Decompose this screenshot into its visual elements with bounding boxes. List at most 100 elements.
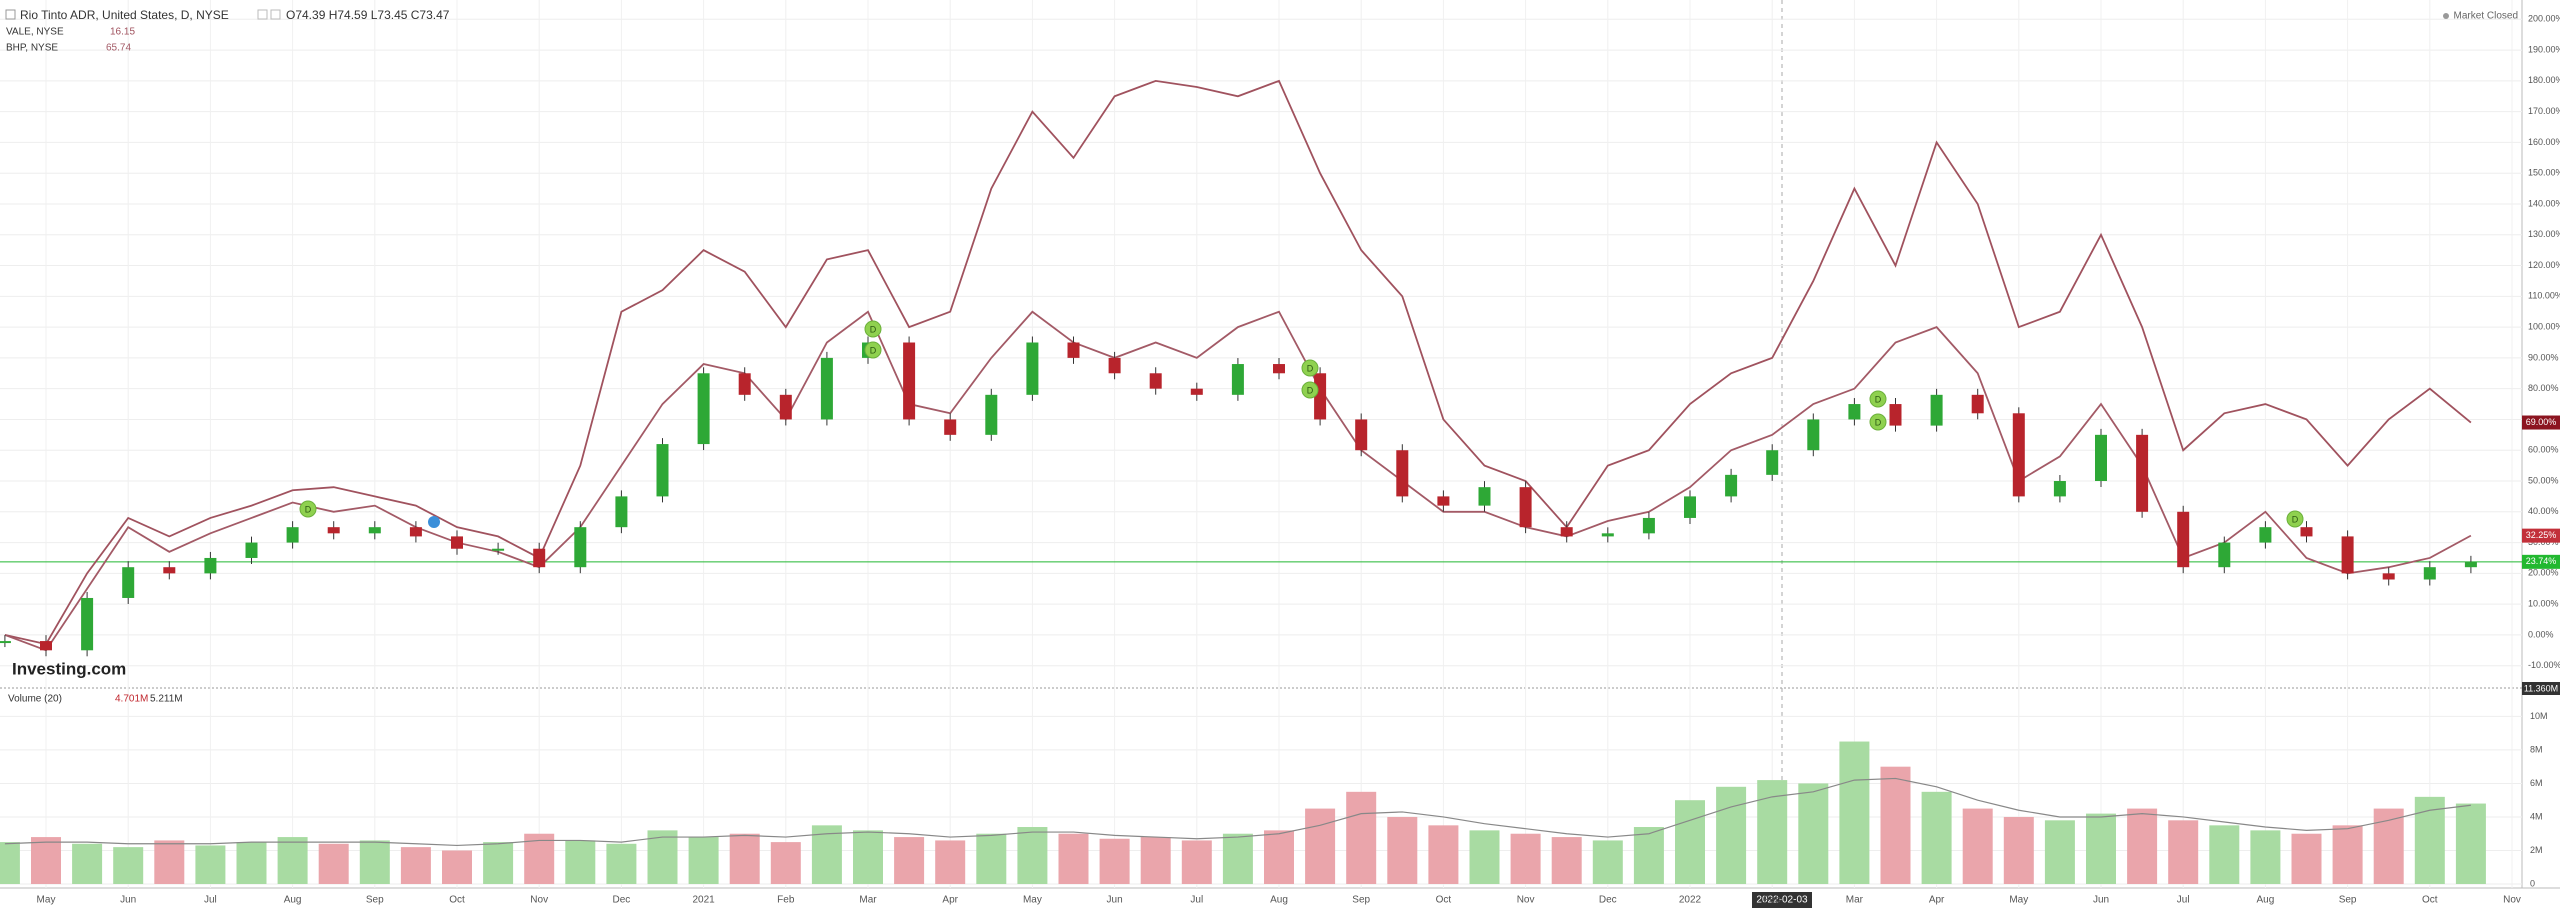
candle [2423,567,2436,580]
dividend-marker[interactable] [1869,390,1887,408]
dividend-marker[interactable] [864,341,882,359]
x-tick-label: Aug [2257,895,2275,906]
dividend-marker-label: D [1875,417,1882,427]
market-status: Market Closed [2454,11,2518,22]
dividend-marker[interactable] [864,320,882,338]
x-tick-label: Aug [1270,895,1288,906]
candle [1642,517,1655,534]
candle [368,527,381,534]
candle [2259,527,2272,543]
volume-bar [729,833,760,884]
volume-bar [1880,766,1911,884]
volume-bar [935,840,966,884]
volume-bar [2332,825,2363,884]
dividend-marker[interactable] [1301,381,1319,399]
crosshair-date-box [1752,892,1812,908]
volume-bar [1058,833,1089,884]
candle [2300,527,2313,537]
dividend-marker-label: D [870,345,877,355]
volume-bar [1921,791,1952,884]
candle [492,548,505,551]
candle [1930,394,1943,426]
candle [738,373,751,395]
plot: D D D D D D D D [0,79,2522,884]
y-tick-label: 150.00% [2528,168,2560,178]
x-tick-label: 2022 [1679,895,1702,906]
x-tick-label: Jul [1190,895,1203,906]
x-tick-label: May [1023,895,1042,906]
x-tick-label: Apr [942,895,958,906]
candle [1807,419,1820,451]
volume-bar [1551,837,1582,884]
candle [2177,511,2190,568]
x-tick-label: Sep [1352,895,1370,906]
candle [1190,388,1203,395]
volume-bar [1675,800,1705,884]
x-tick-label: Jul [2177,895,2190,906]
candle [1519,487,1532,528]
candle [1437,496,1450,506]
candle [1149,373,1162,389]
dividend-marker[interactable] [299,500,317,518]
x-tick-label: Oct [449,895,465,906]
volume-bar [1099,838,1130,884]
candle [1314,373,1327,420]
volume-bar [1305,808,1336,884]
y-tick-label: 120.00% [2528,260,2560,270]
last-value-box [2522,528,2560,543]
volume-tick-label: 10M [2530,711,2548,721]
close-icon[interactable] [270,9,281,20]
candle [1971,394,1984,414]
y-tick-label: 100.00% [2528,321,2560,331]
dividend-marker[interactable] [1869,413,1887,431]
volume-tick-label: 6M [2530,778,2543,788]
candle [1766,450,1779,475]
y-tick-label: 180.00% [2528,75,2560,85]
legend-bhp-value: 65.74 [106,43,131,54]
candle [1848,404,1861,420]
dividend-marker[interactable] [1301,359,1319,377]
volume-bar [113,847,144,884]
status-dot [2443,13,2449,19]
collapse-icon[interactable] [5,9,16,20]
candle [2218,542,2231,568]
candle [0,641,11,644]
candle [779,394,792,420]
grid [0,0,2522,888]
volume-bar [2373,808,2404,884]
candle [409,527,422,537]
candle [1684,496,1696,518]
legend-vale-value: 16.15 [110,27,135,38]
volume-bar [1222,833,1253,884]
x-tick-label: Oct [2422,895,2438,906]
x-tick-label: Jun [120,895,136,906]
volume-bar [1469,830,1500,884]
candle [985,394,998,435]
x-tick-label: Feb [777,895,795,906]
candle [451,536,463,549]
volume-bar [1346,791,1377,884]
volume-bar [2455,803,2486,884]
volume-tick-label: 8M [2530,744,2543,754]
volume-bar [1592,840,1623,884]
candle [163,567,176,574]
volume-bar [1962,808,1993,884]
x-tick-label: Feb [1764,895,1782,906]
volume-value: 4.701M [115,694,148,705]
dividend-marker-label: D [2292,514,2299,524]
y-tick-label: -10.00% [2528,660,2560,670]
volume-bar [2003,816,2034,884]
last-value-label: 32.25% [2526,530,2557,540]
dividend-marker[interactable] [2286,510,2304,528]
volume-bar [1264,830,1294,884]
candle [1560,527,1573,537]
volume-bar [0,842,20,884]
volume-bar [1181,840,1212,884]
volume-bar [442,850,472,884]
settings-icon[interactable] [257,9,268,20]
volume-ma-line [4,777,2471,847]
candle [40,641,52,651]
legend-vale: VALE, NYSE [6,27,64,38]
candle [1889,404,1902,426]
